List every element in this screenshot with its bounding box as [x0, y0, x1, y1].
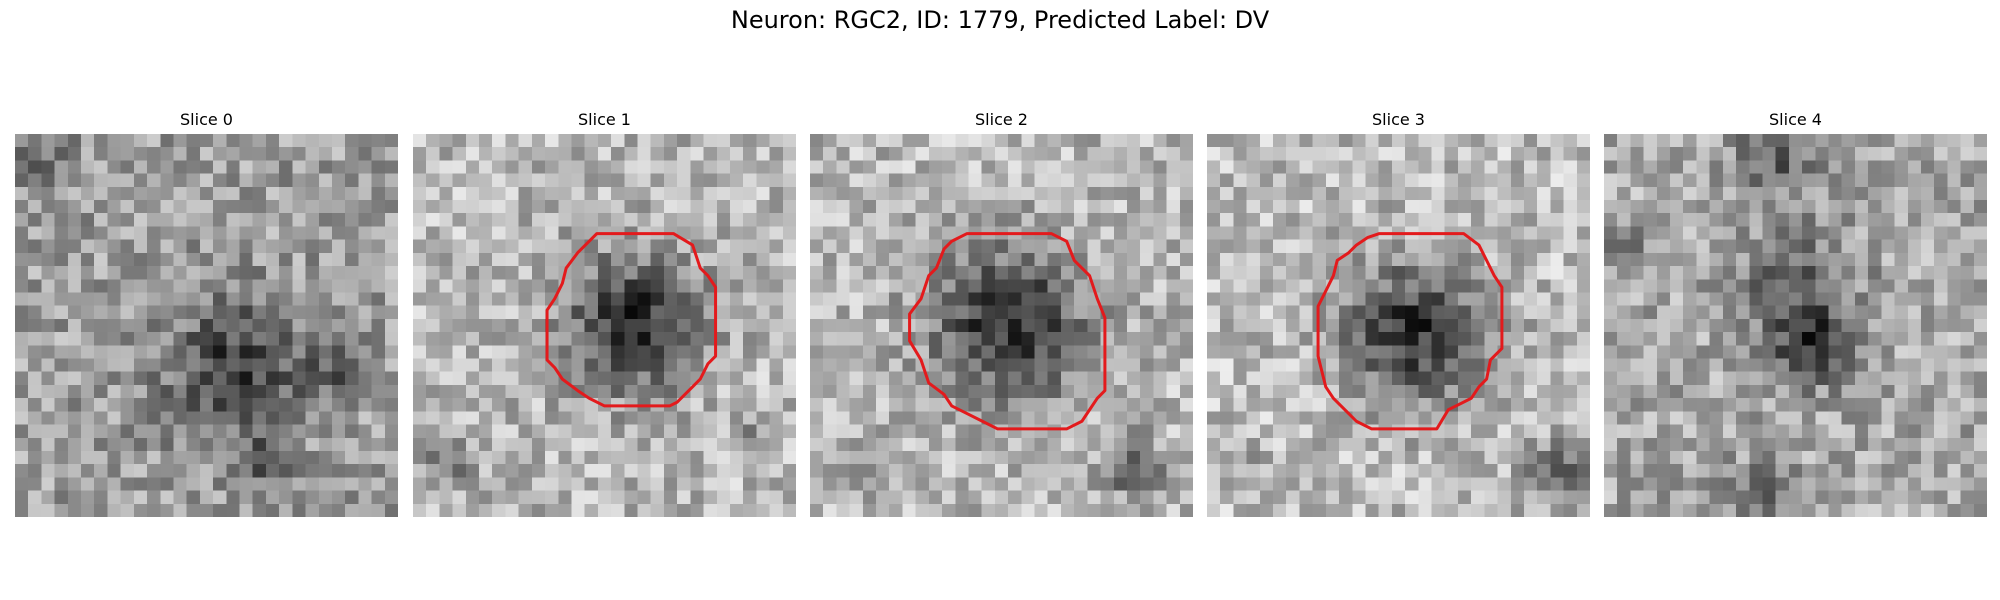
- roi-outline: [1318, 234, 1502, 429]
- slice-title: Slice 2: [810, 110, 1193, 129]
- slice-panel-0: Slice 0: [15, 104, 398, 520]
- figure-title: Neuron: RGC2, ID: 1779, Predicted Label:…: [0, 6, 2000, 34]
- roi-outline-layer: [810, 134, 1193, 517]
- slice-title: Slice 4: [1604, 110, 1987, 129]
- slice-title: Slice 0: [15, 110, 398, 129]
- slice-panel-1: Slice 1: [413, 104, 796, 520]
- slice-panel-4: Slice 4: [1604, 104, 1987, 520]
- roi-outline-layer: [15, 134, 398, 517]
- slice-title: Slice 3: [1207, 110, 1590, 129]
- slice-panel-3: Slice 3: [1207, 104, 1590, 520]
- slice-title: Slice 1: [413, 110, 796, 129]
- slice-panel-2: Slice 2: [810, 104, 1193, 520]
- roi-outline-layer: [1604, 134, 1987, 517]
- roi-outline: [547, 234, 716, 406]
- roi-outline-layer: [413, 134, 796, 517]
- roi-outline: [910, 234, 1105, 429]
- roi-outline-layer: [1207, 134, 1590, 517]
